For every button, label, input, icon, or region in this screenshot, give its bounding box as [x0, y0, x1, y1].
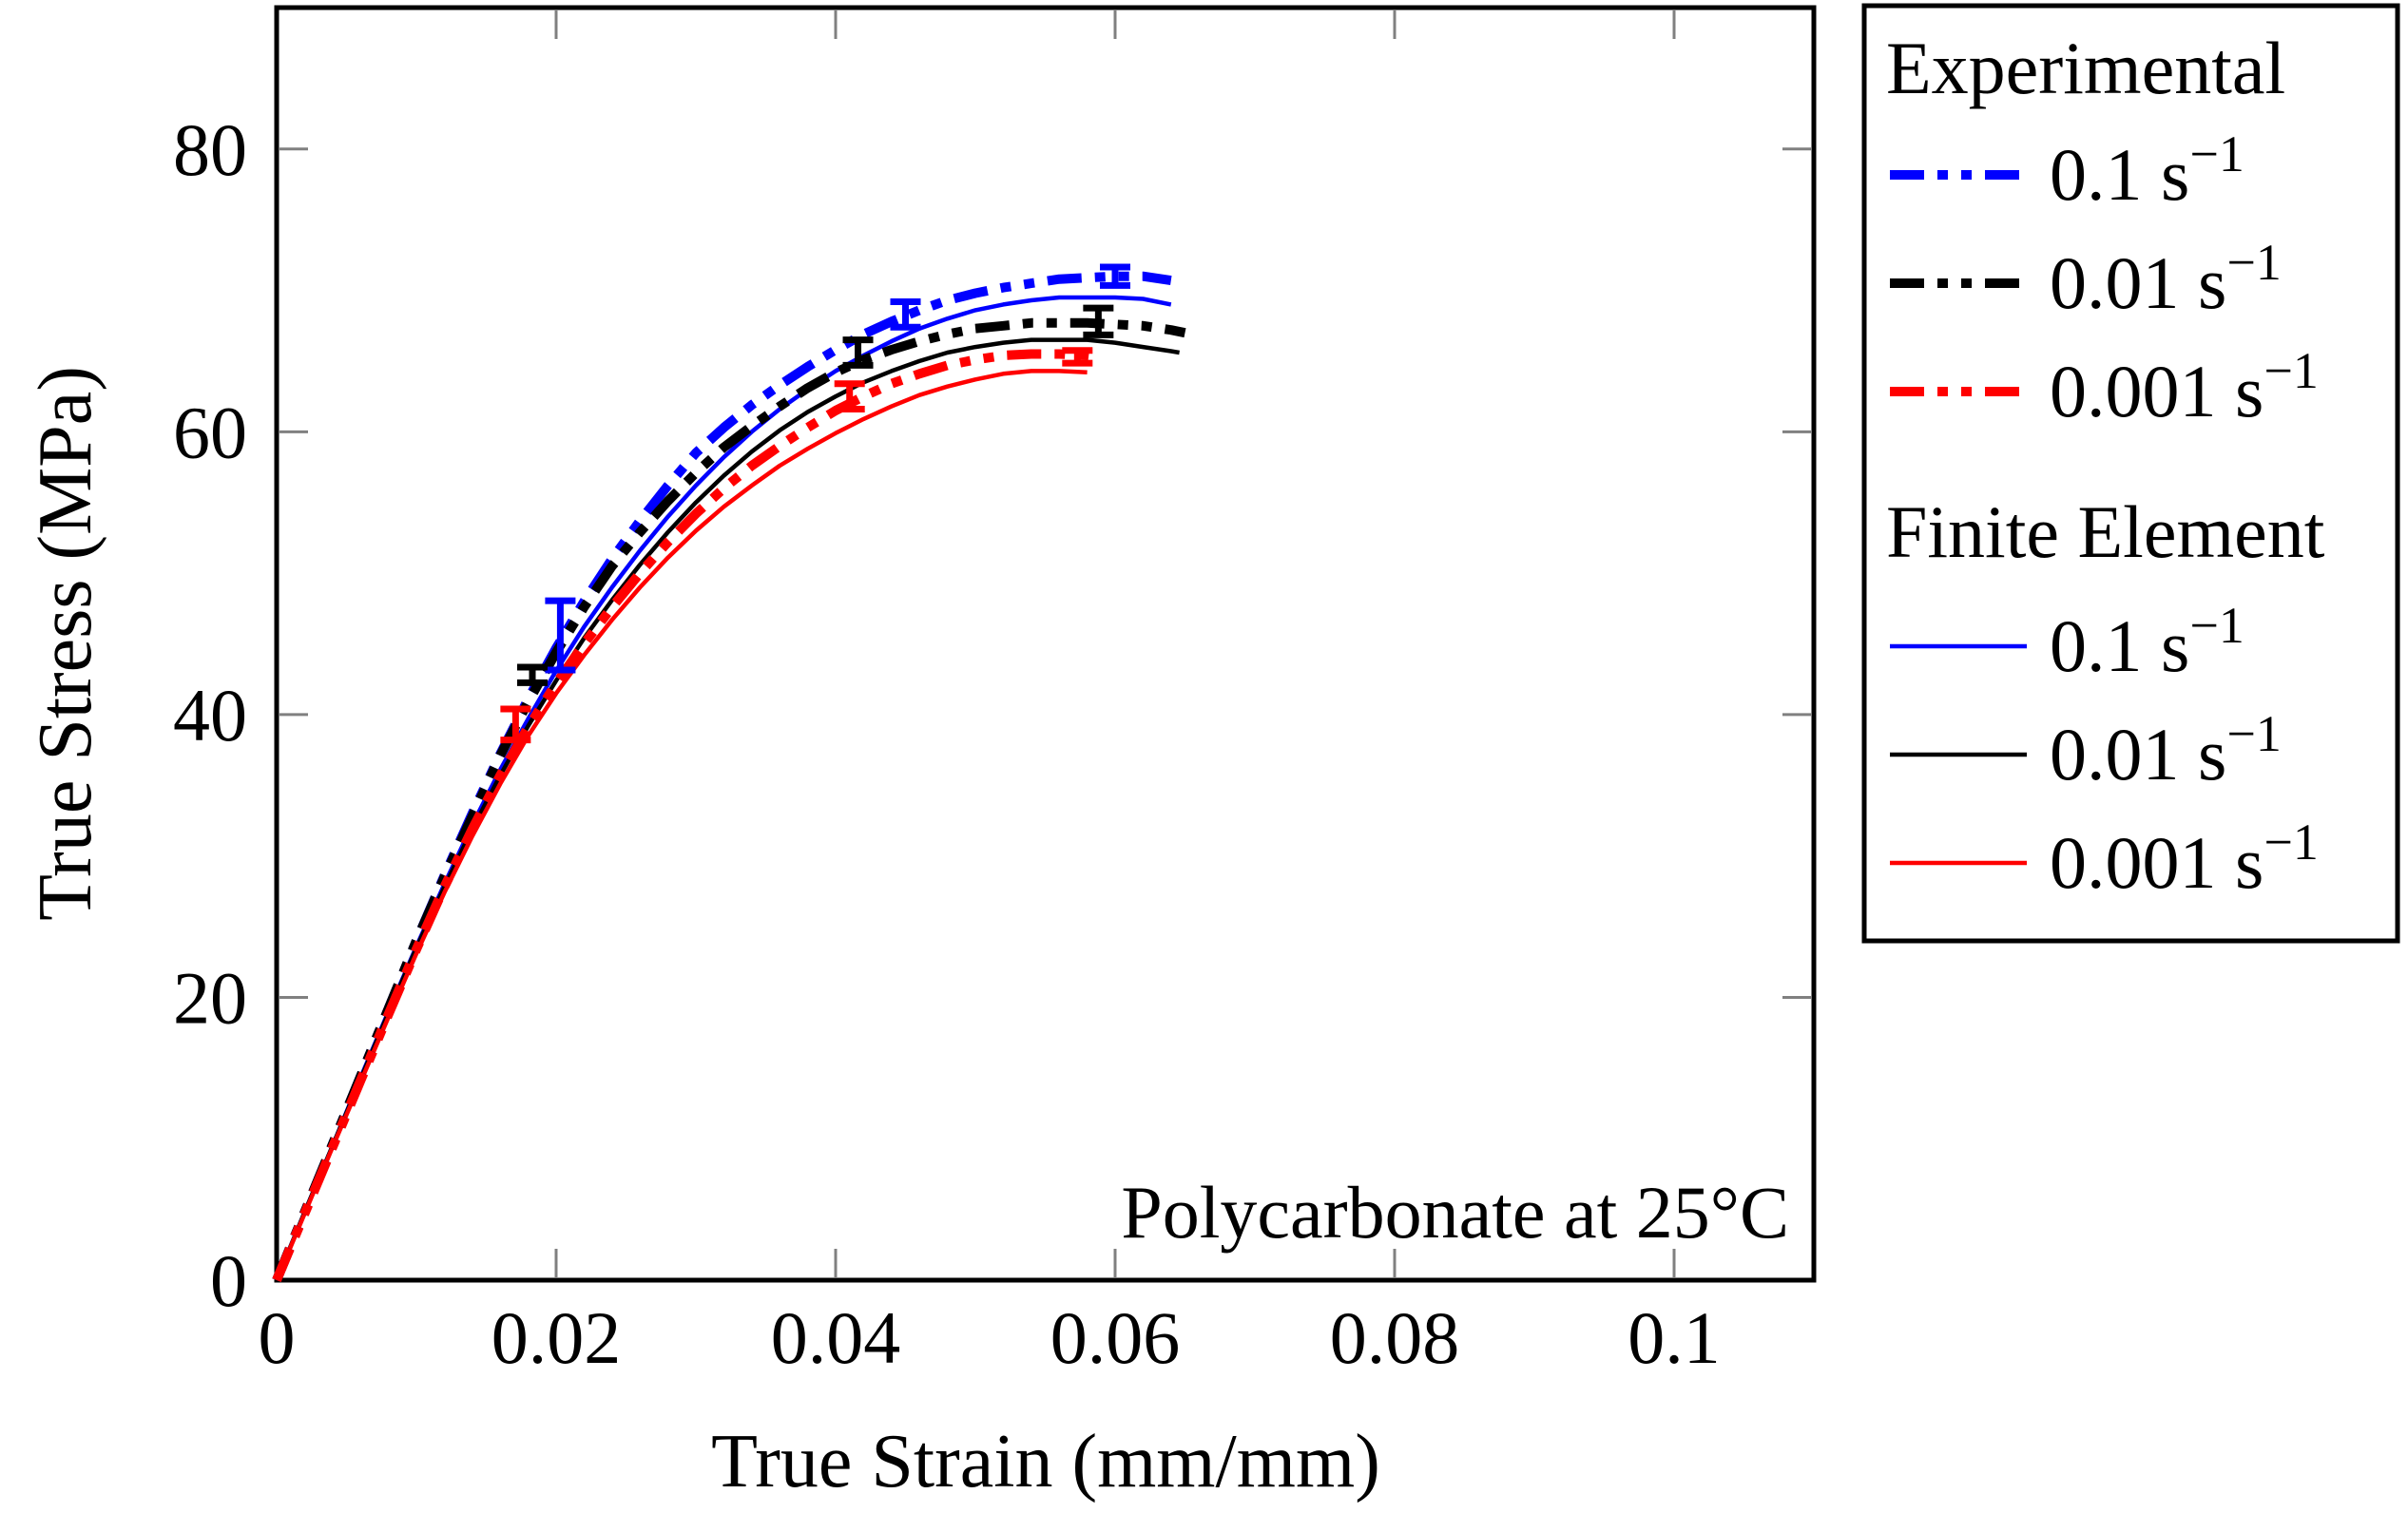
legend-item-label: 0.1 s−1: [2050, 597, 2244, 687]
x-axis-label: True Strain (mm/mm): [711, 1420, 1380, 1503]
x-tick-labels: 0 0.02 0.04 0.06 0.08 0.1: [259, 1296, 1721, 1379]
curve-fe-0.01: [274, 337, 1180, 1281]
plot-area-border: [274, 5, 1817, 1283]
legend-item-fe-0.01: 0.01 s−1: [1890, 705, 2282, 795]
data-curves: [272, 271, 1186, 1282]
y-tick-labels: 0 20 40 60 80: [173, 108, 247, 1322]
legend-item-fe-0.1: 0.1 s−1: [1890, 597, 2244, 687]
y-tick-label-40: 40: [173, 674, 247, 756]
error-bar-exp-0.001-1: [834, 380, 865, 413]
legend-box: [1861, 3, 2400, 944]
error-bar-exp-0.001-0: [500, 705, 531, 744]
x-tick-label-0.1: 0.1: [1628, 1296, 1721, 1379]
error-bar-exp-0.001-2: [1062, 347, 1093, 367]
error-bar-exp-0.01-2: [1083, 304, 1114, 338]
x-tick-label-0.08: 0.08: [1330, 1296, 1460, 1379]
legend-item-label: 0.01 s−1: [2050, 705, 2282, 795]
plot-annotation: Polycarbonate at 25°C: [1121, 1171, 1789, 1254]
legend-item-experimental-0.1: 0.1 s−1: [1890, 125, 2244, 216]
legend-item-fe-0.001: 0.001 s−1: [1890, 814, 2319, 904]
axis-ticks: [279, 10, 1811, 1277]
x-tick-label-0: 0: [259, 1296, 296, 1379]
curve-exp-0.01: [272, 317, 1186, 1282]
legend: Experimental 0.1 s−1 0.01 s−1 0.001 s−1 …: [1861, 3, 2400, 944]
y-tick-label-20: 20: [173, 956, 247, 1039]
error-bar-exp-0.01-1: [842, 336, 874, 369]
legend-item-label: 0.001 s−1: [2050, 814, 2319, 904]
error-bar-exp-0.1-2: [1100, 263, 1130, 289]
error-bars: [500, 263, 1130, 744]
legend-item-experimental-0.001: 0.001 s−1: [1890, 342, 2319, 432]
legend-section-title-finite-element: Finite Element: [1886, 490, 2325, 573]
x-tick-label-0.02: 0.02: [491, 1296, 622, 1379]
x-tick-label-0.06: 0.06: [1050, 1296, 1181, 1379]
y-tick-label-60: 60: [173, 391, 247, 473]
legend-item-label: 0.01 s−1: [2050, 234, 2282, 324]
error-bar-exp-0.1-0: [545, 597, 576, 674]
y-tick-label-0: 0: [210, 1239, 247, 1322]
legend-item-label: 0.001 s−1: [2050, 342, 2319, 432]
legend-item-label: 0.1 s−1: [2050, 125, 2244, 216]
legend-section-title-experimental: Experimental: [1886, 27, 2285, 109]
y-axis-label: True Stress (MPa): [24, 366, 107, 921]
error-bar-exp-0.01-0: [517, 663, 549, 686]
curve-exp-0.1: [272, 271, 1172, 1282]
error-bar-exp-0.1-1: [890, 297, 921, 331]
x-tick-label-0.04: 0.04: [771, 1296, 901, 1379]
y-tick-label-80: 80: [173, 108, 247, 191]
legend-item-experimental-0.01: 0.01 s−1: [1890, 234, 2282, 324]
curve-exp-0.001: [272, 349, 1100, 1282]
curve-fe-0.001: [274, 369, 1088, 1281]
